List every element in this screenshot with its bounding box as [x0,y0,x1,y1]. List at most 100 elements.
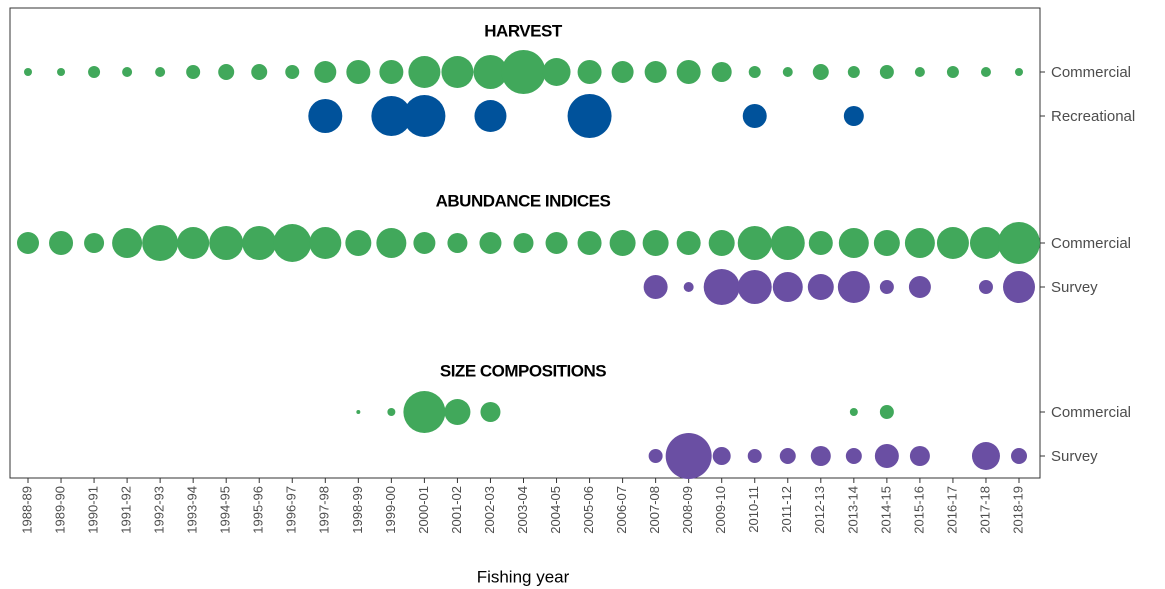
bubble [847,66,860,78]
bubble [779,448,796,464]
bubble [737,226,772,260]
bubble [946,66,959,78]
bubble [837,271,870,303]
bubble [577,60,602,84]
bubble [474,100,507,132]
bubble [314,61,337,83]
bubble [251,64,268,80]
x-tick-label: 2000-01 [416,486,431,534]
bubble [49,231,74,255]
y-tick-label: Survey [1051,279,1098,296]
bubble [309,227,342,259]
bubble [810,446,831,466]
x-tick-label: 2002-03 [482,486,497,534]
x-tick-label: 2011-12 [779,486,794,533]
bubble [356,410,361,414]
bubble [998,222,1040,264]
bubble [413,232,436,254]
x-tick-label: 2018-19 [1010,486,1025,534]
bubble [545,232,568,254]
bubble [711,62,732,82]
bubble [447,233,468,253]
bubble [712,447,731,465]
bubble [177,227,210,259]
x-tick-label: 1996-97 [284,486,299,534]
x-tick-label: 1988-89 [19,486,34,534]
bubble [708,230,735,256]
bubble [845,448,862,464]
bubble [1003,271,1035,303]
x-tick-label: 2010-11 [746,486,761,533]
bubble [218,64,235,80]
x-tick-label: 1995-96 [251,486,266,534]
x-tick-label: 2013-14 [845,486,860,534]
section-title: HARVEST [484,21,563,40]
bubble [703,269,740,305]
x-tick-label: 2003-04 [515,486,530,534]
bubble [748,66,761,78]
bubble [479,232,502,254]
bubble [155,67,166,77]
bubble [914,67,925,77]
bubble [807,274,834,300]
bubble [971,442,1000,470]
bubble [84,233,105,253]
bubble [403,95,446,137]
bubble [186,65,201,79]
x-tick-label: 2008-09 [680,486,695,534]
bubble [24,68,32,76]
x-tick-label: 1993-94 [185,486,200,534]
bubble [909,446,930,466]
x-tick-label: 2015-16 [911,486,926,534]
y-tick-label: Survey [1051,448,1098,465]
bubble [874,444,899,468]
bubble [408,56,441,88]
bubble [112,228,143,258]
x-tick-label: 1989-90 [52,486,67,534]
bubble [501,50,546,94]
section-title: SIZE COMPOSITIONS [440,361,606,380]
y-tick-label: Commercial [1051,64,1131,81]
bubble [642,230,669,256]
y-tick-label: Commercial [1051,404,1131,421]
bubble [209,226,244,260]
bubble [387,408,396,416]
x-tick-label: 2016-17 [944,486,959,534]
bubble [879,405,894,419]
bubble [346,60,371,84]
x-tick-label: 1999-00 [383,486,398,534]
bubble [1015,68,1023,76]
bubble [980,67,991,77]
x-tick-label: 1991-92 [119,486,134,534]
bubble [1011,448,1027,464]
bubble [609,230,636,256]
bubble [513,233,534,253]
bubble [88,66,101,78]
bubble [742,104,767,128]
x-tick-label: 1990-91 [86,486,101,534]
section-title: ABUNDANCE INDICES [436,191,611,210]
bubble [473,55,508,89]
bubble [643,275,668,299]
bubble [17,232,39,254]
bubble [345,230,372,256]
x-tick-label: 2012-13 [812,486,827,534]
bubble [683,282,694,292]
bubble [812,64,829,80]
bubble [371,96,412,136]
y-tick-label: Commercial [1051,235,1131,252]
x-tick-label: 1992-93 [152,486,167,534]
bubble [122,67,133,77]
bubble [57,68,66,76]
x-tick-label: 2001-02 [449,486,464,534]
bubble [772,272,803,302]
bubble [403,391,446,433]
bubble [542,58,571,86]
bubble [480,402,501,422]
bubble [879,280,894,294]
bubble [441,56,474,88]
x-tick-label: 2009-10 [713,486,728,534]
bubble [379,60,404,84]
bubble [978,280,993,294]
